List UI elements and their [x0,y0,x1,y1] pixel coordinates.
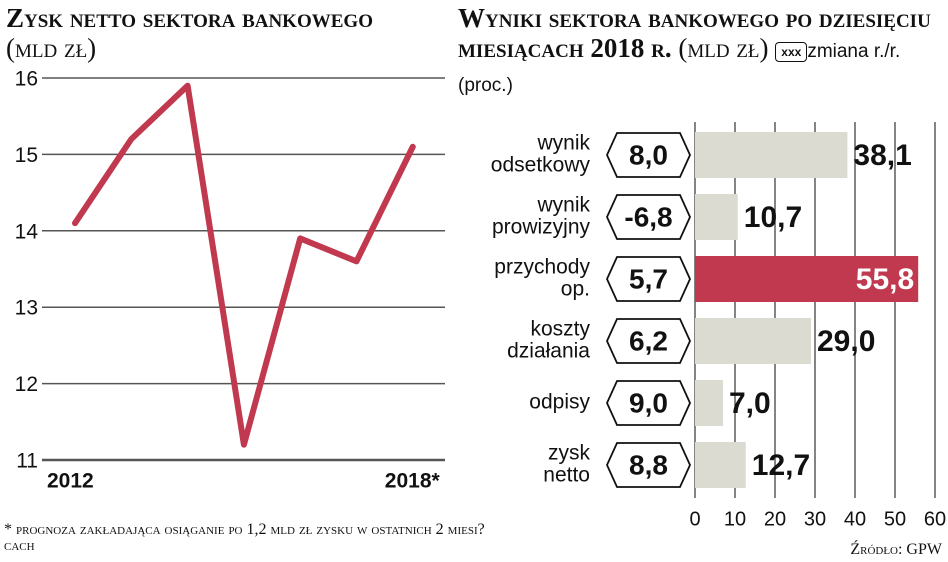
category-label: prowizyjny [492,216,591,239]
legend-symbol: xxx [775,41,808,62]
category-label: wynik [536,132,590,155]
change-label: 9,0 [629,387,668,418]
category-label: odsetkowy [491,154,591,177]
value-label: 12,7 [752,449,810,482]
category-label: zysk [548,442,591,465]
change-box [606,132,691,178]
x-tick-label: 2012 [47,470,94,493]
y-tick-label: 12 [15,373,38,396]
bar [695,318,811,364]
category-label: przychody [494,256,590,279]
left-title: Zysk netto sektora bankowego (mld zł) [6,3,386,63]
right-title: Wyniki sektora bankowego po dziesięciu m… [458,3,948,101]
x-tick-label: 20 [764,508,786,530]
line-series [72,82,416,448]
x-tick-label: 2018* [385,470,441,493]
change-box [606,318,691,364]
x-tick-label: 60 [924,508,946,530]
y-tick-label: 11 [16,450,38,473]
legend: xxx zmiana r./r.(proc.) [458,41,900,96]
change-label: 8,0 [629,139,668,170]
bar [695,194,738,240]
change-box [606,194,691,240]
value-label: 55,8 [856,263,914,296]
title-text: Wyniki sektora bankowego po dziesięciu m… [458,3,931,63]
bar [695,442,746,488]
title-text: Zysk netto sektora bankowego [6,3,373,33]
y-tick-label: 16 [15,68,38,91]
change-box [606,256,691,302]
category-label: op. [561,278,590,301]
x-tick-label: 0 [689,508,700,530]
title-unit: (mld zł) [6,33,97,63]
y-tick-label: 13 [15,297,38,320]
category-label: wynik [536,194,590,217]
change-box [606,380,691,426]
value-label: 10,7 [744,201,802,234]
category-label: odpisy [529,391,590,414]
value-label: 38,1 [853,139,911,172]
footnote: * prognoza zakładająca osiąganie po 1,2 … [4,521,485,554]
y-tick-label: 15 [15,144,38,167]
category-label: koszty [530,318,590,341]
value-label: 29,0 [817,325,875,358]
source: Źródło: GPW [850,541,942,558]
change-label: 6,2 [629,325,668,356]
x-tick-label: 30 [804,508,826,530]
change-box [606,442,691,488]
bar [695,256,919,302]
change-label: -6,8 [624,201,672,232]
value-label: 7,0 [729,387,771,420]
x-tick-label: 50 [884,508,906,530]
x-tick-label: 40 [844,508,866,530]
category-label: netto [543,464,590,487]
x-tick-label: 10 [724,508,746,530]
change-label: 5,7 [629,263,668,294]
bar [695,380,723,426]
legend-label: zmiana r./r.(proc.) [458,41,901,96]
category-label: działania [507,340,590,363]
change-label: 8,8 [629,449,668,480]
title-unit: (mld zł) [678,33,769,63]
bar [695,132,848,178]
y-tick-label: 14 [15,220,39,243]
